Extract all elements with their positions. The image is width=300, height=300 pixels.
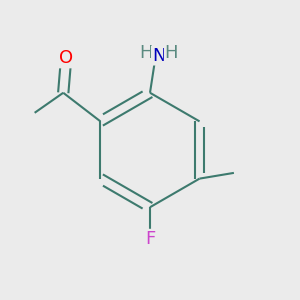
Text: H: H	[165, 44, 178, 62]
Text: H: H	[139, 44, 152, 62]
Text: O: O	[59, 50, 73, 68]
Text: N: N	[152, 46, 165, 64]
Text: F: F	[145, 230, 155, 248]
